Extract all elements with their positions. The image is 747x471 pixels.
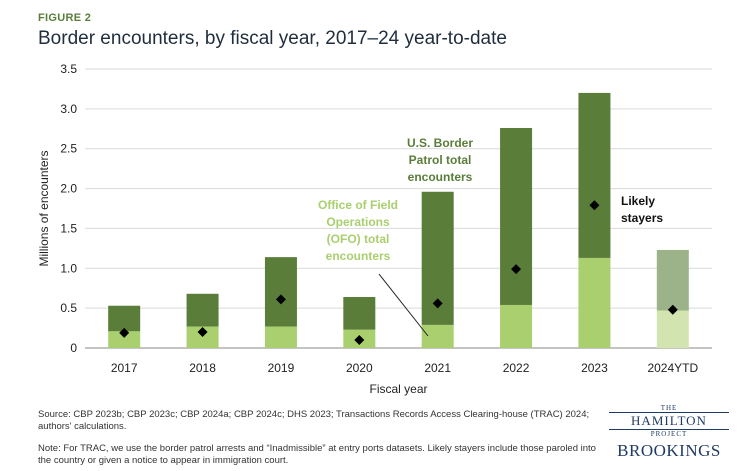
x-tick-labels: 2017 2018 2019 2020 2021 2022 2023 2024YTD <box>111 361 699 375</box>
anno-bp-line: U.S. Border <box>407 136 473 150</box>
x-tick-label: 2020 <box>346 361 373 375</box>
anno-ofo-line: encounters <box>326 249 391 263</box>
x-axis-label: Fiscal year <box>369 382 427 396</box>
annotation-border-patrol: U.S. Border Patrol total encounters <box>407 136 473 184</box>
stayer-marker <box>119 327 130 338</box>
bar-border-patrol <box>108 305 141 332</box>
bar-border-patrol <box>656 249 689 311</box>
anno-stay-line: Likely <box>621 194 655 208</box>
ofo-annotation-leader <box>378 273 429 337</box>
x-tick-label: 2021 <box>424 361 451 375</box>
chart: 00.51.01.52.02.53.03.5 2017 2018 2019 2020 2… <box>37 62 712 396</box>
anno-ofo-line: Operations <box>326 215 390 229</box>
anno-ofo-line: Office of Field <box>318 198 398 212</box>
y-tick-label: 2.0 <box>60 182 77 196</box>
bar-border-patrol <box>578 92 611 258</box>
y-tick-label: 1.5 <box>60 221 77 235</box>
brookings-logo: BROOKINGS <box>617 441 721 460</box>
bar-ofo <box>656 310 689 348</box>
y-tick-label: 0 <box>70 341 77 355</box>
anno-ofo-line: (OFO) total <box>327 232 390 246</box>
y-tick-labels: 0 0.5 1.0 1.5 2.0 2.5 3.0 3.5 <box>60 62 77 355</box>
stayer-marker <box>511 264 522 275</box>
x-tick-label: 2019 <box>268 361 295 375</box>
bar-ofo <box>108 331 141 348</box>
stayer-marker <box>589 200 600 211</box>
y-tick-label: 3.0 <box>60 102 77 116</box>
bar-ofo <box>500 304 533 348</box>
footnote: Note: For TRAC, we use the border patrol… <box>38 443 596 466</box>
y-tick-label: 2.5 <box>60 142 77 156</box>
x-tick-label: 2018 <box>189 361 216 375</box>
x-tick-label: 2024YTD <box>647 361 698 375</box>
y-axis-label: Millions of encounters <box>37 150 51 266</box>
anno-bp-line: Patrol total <box>409 153 472 167</box>
annotation-ofo: Office of Field Operations (OFO) total enco… <box>318 198 398 263</box>
bar-border-patrol <box>343 296 376 330</box>
anno-stay-line: stayers <box>621 211 663 225</box>
x-tick-label: 2017 <box>111 361 138 375</box>
y-tick-label: 1.0 <box>60 261 77 275</box>
bar-ofo <box>578 257 611 348</box>
stayer-marker <box>197 327 208 338</box>
source-note: Source: CBP 2023b; CBP 2023c; CBP 2024a;… <box>38 409 590 432</box>
bar-ofo <box>421 324 454 348</box>
stayer-marker <box>432 298 443 309</box>
gridlines <box>85 68 712 349</box>
bar-ofo <box>264 326 297 348</box>
stayer-marker <box>667 304 678 315</box>
hamilton-project-logo: THE HAMILTON PROJECT <box>609 404 729 438</box>
bars <box>108 92 689 348</box>
bar-border-patrol <box>186 293 219 327</box>
annotation-likely-stayers: Likely stayers <box>621 194 663 225</box>
stayer-markers <box>119 200 678 346</box>
x-tick-label: 2023 <box>581 361 608 375</box>
anno-bp-line: encounters <box>408 170 473 184</box>
bar-border-patrol <box>500 127 533 305</box>
bar-ofo <box>186 326 219 348</box>
stayer-marker <box>275 294 286 305</box>
chart-title: Border encounters, by fiscal year, 2017–… <box>38 28 507 49</box>
bar-border-patrol <box>264 257 297 327</box>
x-tick-label: 2022 <box>503 361 530 375</box>
y-tick-label: 3.5 <box>60 62 77 76</box>
figure-label: FIGURE 2 <box>38 12 92 24</box>
stayer-marker <box>354 335 365 346</box>
y-tick-label: 0.5 <box>60 301 77 315</box>
